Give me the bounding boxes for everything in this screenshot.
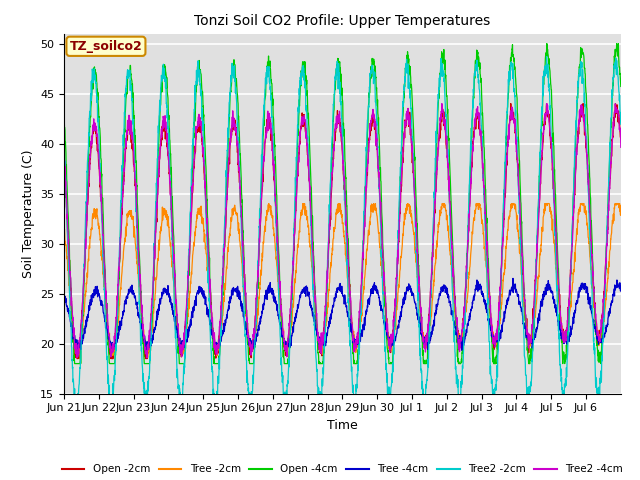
Tree -2cm: [144, 355, 152, 360]
Tree -4cm: [511, 283, 518, 289]
Tree2 -2cm: [542, 62, 550, 68]
Tree -4cm: [609, 293, 617, 299]
Open -2cm: [542, 110, 550, 116]
Tree2 -4cm: [617, 144, 625, 150]
Tree2 -4cm: [542, 111, 550, 117]
Line: Tree -4cm: Tree -4cm: [64, 278, 621, 351]
Open -4cm: [542, 53, 550, 59]
Tree -4cm: [617, 284, 625, 289]
Line: Open -2cm: Open -2cm: [64, 104, 621, 359]
Tree -4cm: [509, 276, 517, 281]
Open -2cm: [609, 125, 617, 131]
Tree -2cm: [60, 228, 68, 234]
Tree2 -4cm: [116, 256, 124, 262]
Tree2 -4cm: [236, 186, 244, 192]
Title: Tonzi Soil CO2 Profile: Upper Temperatures: Tonzi Soil CO2 Profile: Upper Temperatur…: [195, 14, 490, 28]
Tree -4cm: [60, 291, 68, 297]
Tree2 -2cm: [71, 396, 79, 401]
Tree -4cm: [142, 348, 150, 354]
Open -2cm: [511, 117, 518, 122]
Tree2 -4cm: [438, 101, 445, 107]
Open -4cm: [617, 84, 625, 89]
Text: TZ_soilco2: TZ_soilco2: [70, 40, 142, 53]
Legend: Open -2cm, Tree -2cm, Open -4cm, Tree -4cm, Tree2 -2cm, Tree2 -4cm: Open -2cm, Tree -2cm, Open -4cm, Tree -4…: [58, 460, 627, 479]
Tree -2cm: [116, 302, 124, 308]
Open -4cm: [543, 41, 550, 47]
Open -2cm: [507, 101, 515, 107]
Line: Tree2 -2cm: Tree2 -2cm: [64, 57, 621, 398]
Tree2 -2cm: [116, 235, 124, 240]
Tree -2cm: [609, 212, 617, 218]
Tree2 -4cm: [376, 196, 384, 202]
Tree2 -2cm: [376, 212, 384, 217]
Tree -2cm: [511, 203, 518, 208]
Open -4cm: [376, 167, 384, 173]
Tree2 -4cm: [143, 355, 151, 360]
Tree2 -4cm: [511, 119, 518, 124]
Tree2 -4cm: [609, 119, 617, 125]
Open -4cm: [71, 361, 79, 367]
Tree -2cm: [542, 201, 550, 206]
Open -4cm: [60, 114, 68, 120]
Tree2 -2cm: [60, 138, 68, 144]
Tree2 -2cm: [236, 186, 244, 192]
Open -4cm: [510, 55, 518, 61]
Tree2 -2cm: [617, 121, 625, 127]
Line: Open -4cm: Open -4cm: [64, 44, 621, 364]
Tree2 -2cm: [510, 87, 518, 93]
Tree2 -2cm: [609, 76, 617, 82]
Open -2cm: [60, 153, 68, 158]
Tree -4cm: [376, 302, 384, 308]
Open -2cm: [376, 197, 384, 203]
Open -4cm: [609, 76, 617, 82]
Tree -2cm: [265, 201, 273, 206]
Tree2 -4cm: [60, 152, 68, 158]
Line: Tree2 -4cm: Tree2 -4cm: [64, 104, 621, 358]
Tree -4cm: [116, 326, 124, 332]
Open -2cm: [116, 255, 124, 261]
Tree -4cm: [542, 287, 550, 293]
Tree -2cm: [236, 240, 244, 245]
Tree -4cm: [236, 297, 244, 302]
Tree2 -2cm: [543, 54, 550, 60]
Tree -2cm: [617, 210, 625, 216]
X-axis label: Time: Time: [327, 419, 358, 432]
Y-axis label: Soil Temperature (C): Soil Temperature (C): [22, 149, 35, 278]
Open -4cm: [236, 152, 244, 158]
Open -2cm: [236, 188, 244, 193]
Line: Tree -2cm: Tree -2cm: [64, 204, 621, 358]
Tree -2cm: [376, 244, 384, 250]
Open -2cm: [617, 132, 625, 138]
Open -4cm: [116, 251, 124, 257]
Open -2cm: [73, 356, 81, 361]
